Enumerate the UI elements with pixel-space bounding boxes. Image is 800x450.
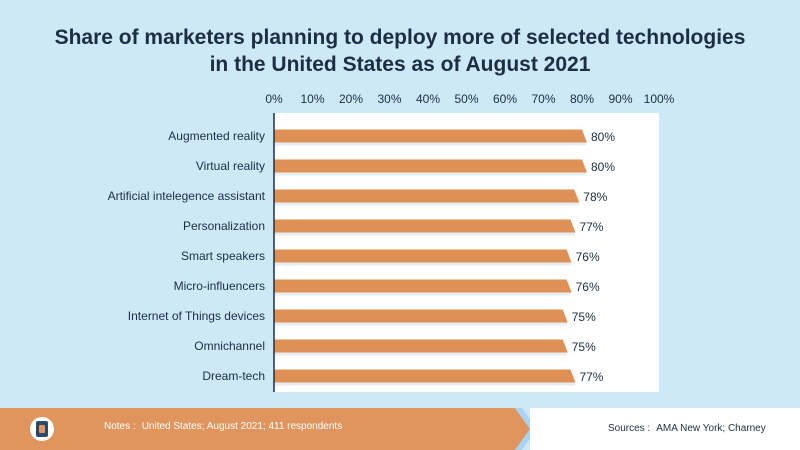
notes-label: Notes : [104,421,136,432]
value-label: 78% [583,190,607,204]
notes: Notes : United States; August 2021; 411 r… [104,421,342,432]
bar [274,189,580,203]
footer-sources-panel [530,408,800,450]
category-label: Smart speakers [181,249,265,263]
x-tick-label: 0% [265,92,283,106]
value-label: 77% [579,370,603,384]
value-label: 76% [576,280,600,294]
value-label: 75% [572,340,596,354]
bar [274,339,568,353]
x-tick-label: 70% [531,92,555,106]
footer: Notes : United States; August 2021; 411 r… [0,408,800,450]
category-label: Augmented reality [168,129,265,143]
value-label: 80% [591,160,615,174]
category-label: Omnichannel [194,339,265,353]
chart-title-line1: Share of marketers planning to deploy mo… [54,26,746,49]
category-label: Micro-influencers [174,279,265,293]
category-label: Virtual reality [196,159,265,173]
value-label: 80% [591,130,615,144]
x-tick-label: 90% [608,92,632,106]
value-label: 76% [576,250,600,264]
bar [274,369,576,383]
x-tick-label: 20% [339,92,363,106]
logo-icon [30,417,54,441]
bar [274,159,587,173]
category-label: Dream-tech [202,369,265,383]
x-tick-label: 50% [454,92,478,106]
bar [274,249,572,263]
category-label: Personalization [183,219,265,233]
value-label: 77% [579,220,603,234]
value-label: 75% [572,310,596,324]
x-tick-label: 10% [300,92,324,106]
x-tick-label: 100% [644,92,675,106]
bar [274,219,576,233]
bar [274,309,568,323]
x-tick-label: 80% [570,92,594,106]
sources-label: Sources : [608,423,651,434]
chart-title-line2: in the United States as of August 2021 [209,53,591,76]
x-tick-label: 30% [377,92,401,106]
x-tick-label: 60% [493,92,517,106]
sources-text: AMA New York; Charney [656,423,766,434]
bar [274,129,587,143]
chart-title: Share of marketers planning to deploy mo… [0,24,800,78]
bar [274,279,572,293]
category-label: Internet of Things devices [128,309,265,323]
footer-notes-panel [0,408,530,450]
category-label: Artificial intelegence assistant [108,189,266,203]
sources: Sources : AMA New York; Charney [608,423,766,434]
x-tick-label: 40% [416,92,440,106]
notes-text: United States; August 2021; 411 responde… [141,421,343,432]
